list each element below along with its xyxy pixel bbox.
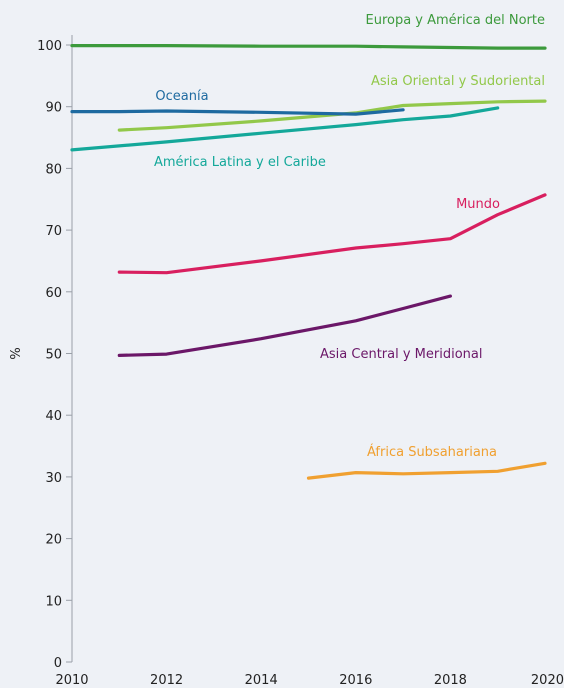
series-line-6	[306, 461, 547, 480]
y-tick-label: 70	[45, 224, 62, 239]
y-tick-label: 0	[54, 656, 62, 671]
y-tick-label: 40	[45, 409, 62, 424]
y-tick-label: 90	[45, 101, 62, 116]
series-line-3	[70, 106, 500, 152]
series-lines	[70, 43, 547, 480]
series-label-3: América Latina y el Caribe	[154, 155, 326, 170]
series-label-4: Mundo	[456, 197, 500, 212]
x-tick-label: 2012	[150, 673, 183, 688]
x-tick-label: 2018	[434, 673, 467, 688]
x-tick-label: 2020	[531, 673, 564, 688]
x-tick-label: 2014	[245, 673, 278, 688]
series-label-0: Europa y América del Norte	[365, 13, 545, 28]
y-tick-label: 30	[45, 471, 62, 486]
series-line-5	[117, 294, 452, 357]
y-tick-label: 80	[45, 162, 62, 177]
series-line-4	[117, 193, 547, 275]
series-labels: Europa y América del Norte Asia Oriental …	[154, 13, 545, 460]
series-label-5: Asia Central y Meridional	[320, 347, 482, 362]
series-line-0	[70, 43, 547, 50]
series-label-2: Oceanía	[155, 89, 208, 104]
axes: 0 10 20 30 40 50 60 70 80 90 100 2010 2012 2014 2016 20…	[37, 35, 564, 688]
x-tick-label: 2010	[55, 673, 88, 688]
series-line-2	[70, 108, 405, 116]
x-tick-label: 2016	[339, 673, 372, 688]
y-tick-label: 20	[45, 533, 62, 548]
y-axis-label: %	[9, 347, 24, 359]
y-tick-label: 100	[37, 39, 62, 54]
series-label-1: Asia Oriental y Sudoriental	[371, 74, 545, 89]
series-label-6: África Subsahariana	[367, 444, 497, 460]
y-tick-label: 60	[45, 286, 62, 301]
y-tick-label: 10	[45, 594, 62, 609]
series-line-1	[117, 99, 547, 132]
y-tick-label: 50	[45, 348, 62, 363]
